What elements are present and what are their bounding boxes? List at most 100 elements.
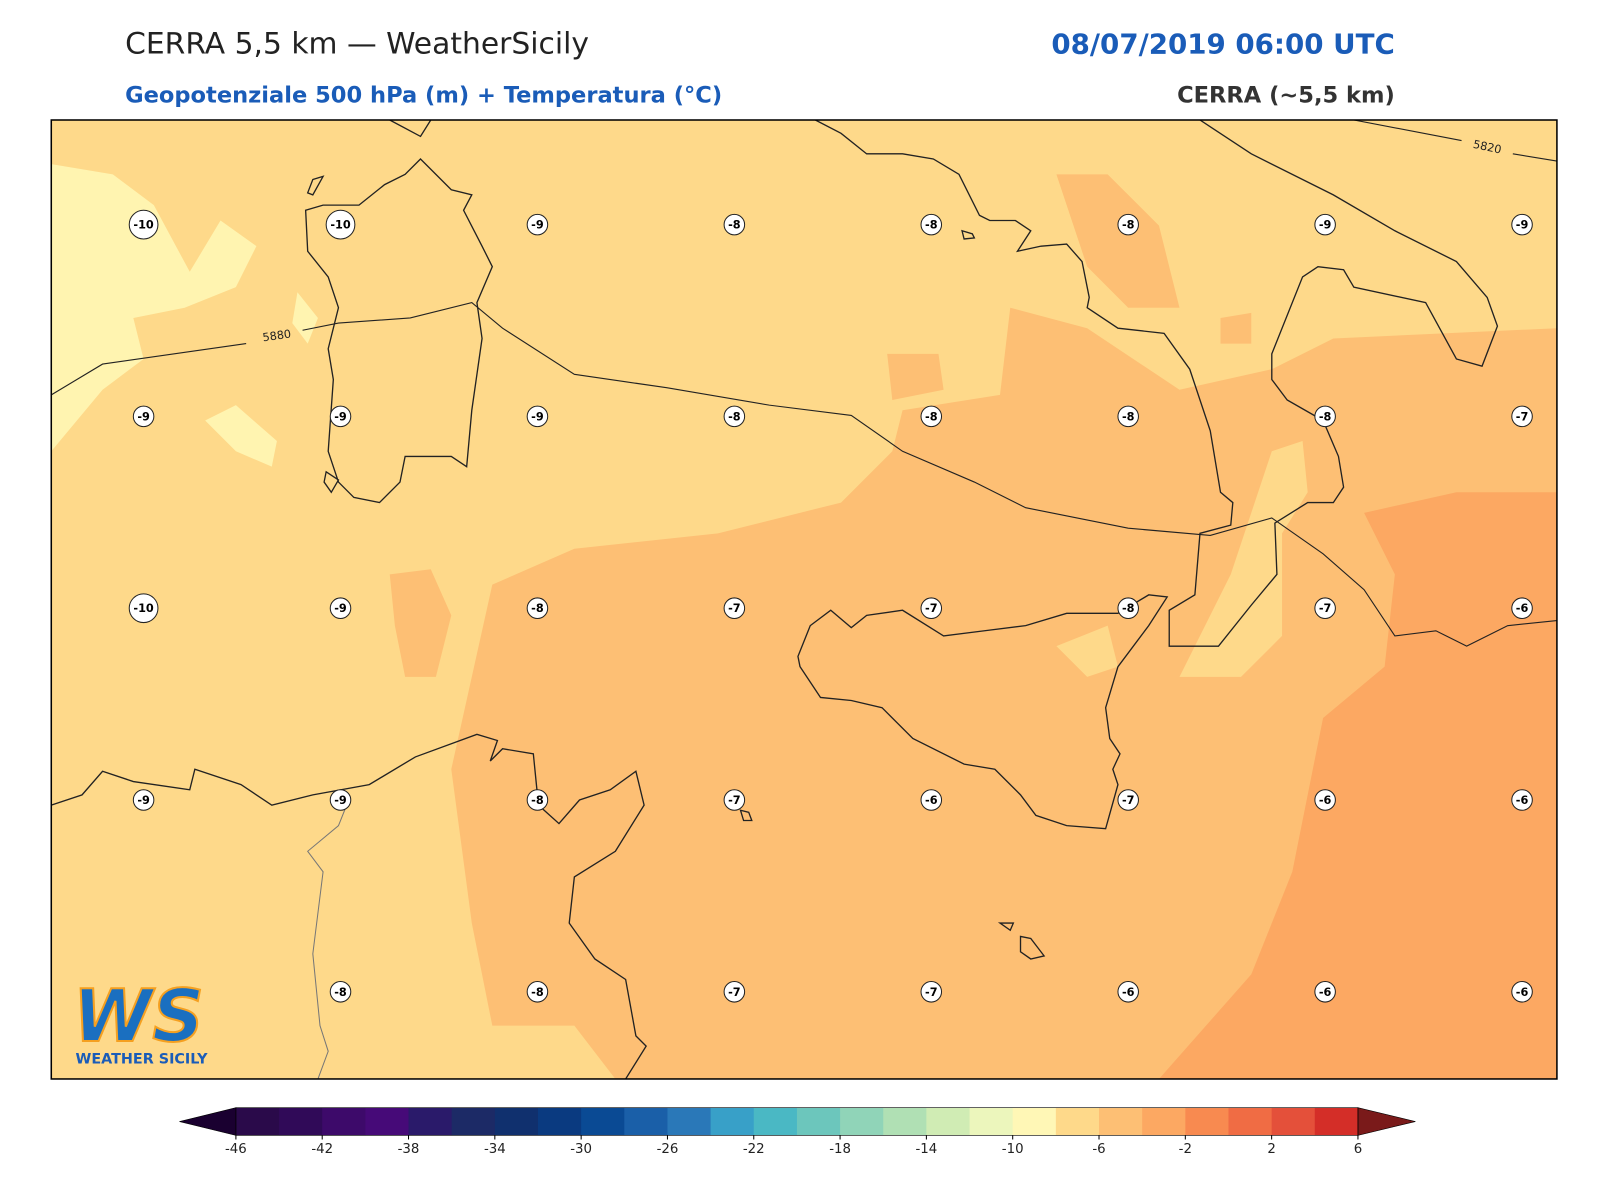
station-marker [1117,981,1139,1003]
border [306,799,350,1079]
map: 5880 5820 -10 -10 -9 -8 -8 -8 -9 -9 -9 -9 -9 -8 -8 -8… [51,119,1557,1079]
station-value: -9 [531,219,544,232]
station-marker [920,213,943,236]
station-value: -6 [925,794,938,807]
station-marker [723,405,746,428]
station-value: -10 [133,219,154,232]
station-value: -8 [1122,410,1135,423]
temp-field [1158,492,1557,1079]
colorbar-tick-label: -18 [829,1142,851,1157]
color-cell [1314,1107,1359,1136]
station-value: -6 [1516,986,1529,999]
source: CERRA (~5,5 km) [1177,83,1395,109]
color-cell [753,1107,798,1136]
color-cell [322,1107,366,1136]
station-value: -7 [925,602,938,615]
station-marker [1117,597,1139,619]
contour-label: 5880 [262,327,292,344]
colorbar-tick-label: -22 [743,1142,765,1157]
color-cell [796,1107,841,1136]
station-value: -9 [334,410,347,423]
station-value: -6 [1319,794,1332,807]
map-frame [50,119,1558,1080]
station-marker [1314,213,1336,236]
temp-field [389,174,1557,1079]
station-marker [920,597,943,619]
station-value: -9 [1516,219,1529,232]
title: CERRA 5,5 km — WeatherSicily [125,26,589,61]
station-value: -8 [728,410,741,423]
station-marker [526,405,549,428]
color-cell [840,1107,884,1136]
station-marker [1314,597,1336,619]
station-value: -9 [137,410,150,423]
colorbar-tick-label: -46 [225,1142,247,1157]
color-cell [235,1107,280,1136]
colorbar-tick-label: -2 [1179,1142,1192,1157]
colorbar: -46 -42 -38 -34 -30 -26 -22 -18 -14 -10 -6 -2 2 6 [179,1107,1416,1157]
station-value: -6 [1516,602,1529,615]
station-value: -8 [531,986,544,999]
color-cell [926,1107,971,1136]
station-value: -8 [1319,410,1332,423]
extend-high [1357,1107,1416,1136]
station-marker [128,593,159,624]
contour-label: 5820 [1472,138,1503,157]
station-marker [1117,213,1139,236]
extend-low [179,1107,237,1136]
station-value: -10 [330,219,351,232]
station-marker [723,597,746,619]
logo-mark: WS [73,974,204,1058]
station-value: -8 [1122,602,1135,615]
station-marker [526,789,549,811]
temp-field [1056,441,1308,677]
color-cell [710,1107,755,1136]
datetime: 08/07/2019 06:00 UTC [1051,27,1394,60]
station-value: -9 [1319,219,1332,232]
station-value: -8 [925,410,938,423]
station-value: -7 [728,794,741,807]
station-value: -8 [1122,219,1135,232]
station-marker [329,597,352,619]
colorbar-tick-label: -6 [1092,1142,1105,1157]
color-cell [1055,1107,1100,1136]
station-value: -7 [1319,602,1332,615]
station-value: -8 [334,986,347,999]
color-cell [408,1107,453,1136]
colorbar-tick-label: -14 [915,1142,937,1157]
colorbar-frame [235,1107,1359,1136]
station-value: -10 [133,602,154,615]
station-marker [1117,789,1139,811]
logo: WS WEATHER SICILY [72,973,208,1068]
station-value: -6 [1516,794,1529,807]
station-marker [920,981,943,1003]
station-marker [526,597,549,619]
station-value: -9 [531,410,544,423]
stations: -10 -10 -9 -8 -8 -8 -9 -9 -9 -9 -9 -8 -8 -8 -8 -7 -10 -9 -… [128,209,1533,1003]
station-marker [1511,981,1533,1003]
color-cell [883,1107,927,1136]
coastlines [51,119,1499,1079]
color-cell [365,1107,410,1136]
station-marker [1117,405,1139,428]
station-value: -7 [1122,794,1135,807]
colorbar-tick-label: -34 [484,1142,506,1157]
color-cell [1271,1107,1316,1136]
station-marker [1511,597,1533,619]
station-value: -7 [728,602,741,615]
color-cell [1142,1107,1186,1136]
color-cell [624,1107,668,1136]
station-marker [1511,213,1533,236]
colorbar-tick-label: -30 [570,1142,592,1157]
temp-field [51,164,318,467]
station-value: -7 [925,986,938,999]
contours [51,119,1557,647]
color-cell [581,1107,625,1136]
station-value: -8 [925,219,938,232]
colorbar-tick-label: 6 [1354,1142,1362,1157]
colorbar-tick-label: -42 [311,1142,333,1157]
station-marker [723,981,746,1003]
subtitle: Geopotenziale 500 hPa (m) + Temperatura … [125,83,722,109]
station-marker [132,405,155,428]
